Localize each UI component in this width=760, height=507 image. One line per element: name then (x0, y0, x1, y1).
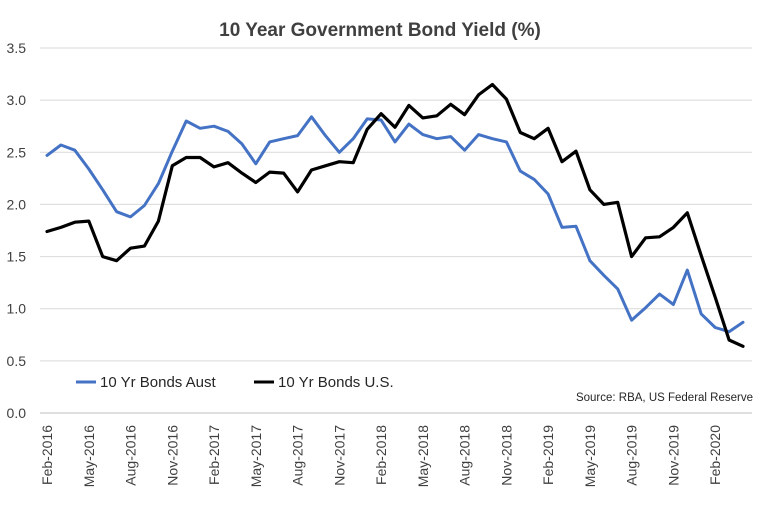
source-note: Source: RBA, US Federal Reserve (576, 392, 753, 404)
legend-label: 10 Yr Bonds Aust (100, 374, 216, 391)
y-tick-label: 2.5 (7, 144, 27, 160)
x-tick-label: Feb-2018 (373, 425, 389, 485)
x-tick-label: Feb-2019 (540, 425, 556, 485)
x-tick-label: Feb-2016 (39, 425, 55, 485)
x-tick-label: Aug-2019 (624, 425, 640, 486)
x-tick-label: May-2018 (415, 425, 431, 487)
legend-label: 10 Yr Bonds U.S. (278, 374, 394, 391)
x-tick-label: May-2019 (582, 425, 598, 487)
series-line-aust (45, 115, 745, 334)
x-tick-label: Aug-2018 (457, 425, 473, 486)
x-tick-label: Nov-2017 (331, 425, 347, 486)
y-tick-label: 0.5 (7, 353, 27, 369)
x-tick-label: Nov-2016 (164, 425, 180, 486)
x-tick-label: May-2016 (81, 425, 97, 487)
y-tick-label: 1.5 (7, 249, 27, 265)
chart-title: 10 Year Government Bond Yield (%) (219, 20, 541, 41)
series-line-us (45, 82, 745, 348)
x-tick-label: Feb-2020 (707, 425, 723, 485)
x-tick-label: May-2017 (248, 425, 264, 487)
x-tick-label: Aug-2017 (290, 425, 306, 486)
x-tick-label: Feb-2017 (206, 425, 222, 485)
x-tick-label: Nov-2019 (665, 425, 681, 486)
y-tick-label: 0.0 (7, 405, 27, 421)
series-lines (45, 82, 745, 348)
legend: 10 Yr Bonds Aust 10 Yr Bonds U.S. (76, 374, 394, 391)
x-tick-label: Aug-2016 (123, 425, 139, 486)
y-tick-label: 3.0 (7, 92, 27, 108)
y-tick-label: 2.0 (7, 196, 27, 212)
y-tick-label: 1.0 (7, 301, 27, 317)
y-tick-label: 3.5 (7, 40, 27, 56)
x-tick-label: Nov-2018 (498, 425, 514, 486)
axes: 0.0 0.5 1.0 1.5 2.0 2.5 3.0 3.5 Feb-2016 May-2016… (7, 40, 724, 487)
gridlines (40, 47, 752, 414)
